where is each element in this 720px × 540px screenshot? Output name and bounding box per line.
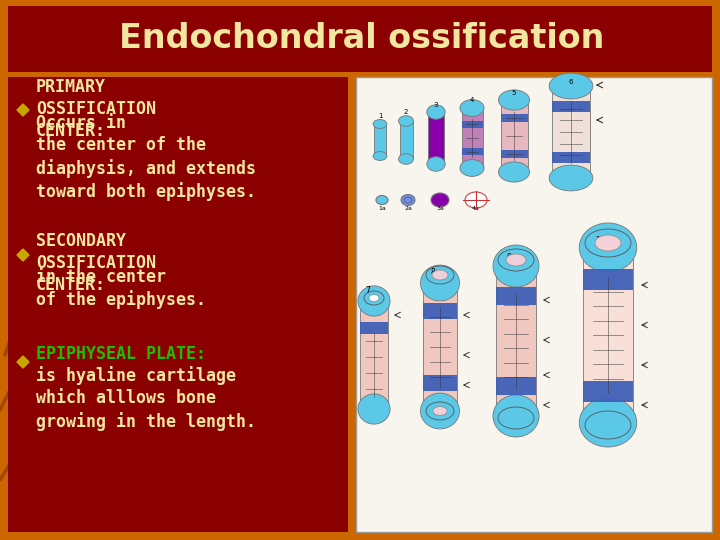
Ellipse shape (493, 395, 539, 437)
Bar (423, 283, 457, 411)
Text: 5: 5 (512, 90, 516, 96)
Bar (462, 147, 482, 155)
Bar (8, 77, 348, 532)
Text: 3a: 3a (436, 206, 444, 211)
Ellipse shape (580, 398, 636, 447)
Bar (583, 381, 633, 402)
Ellipse shape (358, 286, 390, 316)
Ellipse shape (426, 266, 454, 284)
Ellipse shape (399, 116, 413, 126)
Text: 6: 6 (569, 79, 573, 85)
Bar (423, 375, 457, 390)
Ellipse shape (401, 194, 415, 206)
Ellipse shape (364, 291, 384, 305)
Ellipse shape (580, 223, 636, 272)
Bar (374, 124, 386, 156)
Text: 4a: 4a (472, 206, 480, 211)
Text: 1a: 1a (378, 206, 386, 211)
Text: Endochondral ossification: Endochondral ossification (120, 23, 605, 56)
Bar (462, 121, 482, 129)
Ellipse shape (595, 235, 621, 251)
Bar (8, 6, 712, 72)
Ellipse shape (426, 402, 454, 420)
Ellipse shape (420, 265, 459, 301)
Text: 9: 9 (507, 253, 511, 262)
Polygon shape (17, 104, 29, 116)
Text: EPIPHYSEAL PLATE:: EPIPHYSEAL PLATE: (36, 345, 206, 363)
Polygon shape (17, 356, 29, 368)
Bar (552, 86, 590, 178)
Text: 2: 2 (404, 109, 408, 115)
Text: 2a: 2a (404, 206, 412, 211)
Ellipse shape (427, 105, 445, 119)
Text: 10: 10 (595, 236, 605, 245)
Text: is hyaline cartilage
which alllows bone
growing in the length.: is hyaline cartilage which alllows bone … (36, 366, 256, 431)
Ellipse shape (420, 393, 459, 429)
Ellipse shape (404, 197, 412, 203)
Ellipse shape (498, 162, 529, 182)
Ellipse shape (465, 192, 487, 208)
Bar (496, 377, 536, 395)
Text: 7: 7 (366, 286, 370, 295)
Ellipse shape (498, 90, 529, 110)
Bar (496, 287, 536, 305)
Text: 1: 1 (378, 113, 382, 119)
Bar (360, 321, 388, 334)
Bar (500, 100, 528, 172)
Ellipse shape (585, 411, 631, 439)
Ellipse shape (427, 157, 445, 171)
Bar (400, 121, 413, 159)
Text: 3: 3 (433, 102, 438, 108)
Text: SECONDARY
OSSIFICATION
CENTER:: SECONDARY OSSIFICATION CENTER: (36, 232, 156, 294)
Ellipse shape (585, 229, 631, 257)
Bar (552, 152, 590, 163)
Ellipse shape (376, 195, 388, 205)
Ellipse shape (431, 193, 449, 207)
Bar (360, 301, 388, 409)
Ellipse shape (549, 165, 593, 191)
Bar (356, 77, 712, 532)
Ellipse shape (399, 154, 413, 164)
Ellipse shape (432, 270, 448, 280)
Ellipse shape (369, 294, 379, 301)
Ellipse shape (460, 160, 484, 177)
Bar (500, 150, 528, 158)
Bar (583, 247, 633, 422)
Text: Occurs in
the center of the
diaphysis, and extends
toward both epiphyses.: Occurs in the center of the diaphysis, a… (36, 114, 256, 201)
Bar (428, 112, 444, 164)
Bar (462, 108, 482, 168)
Text: 4: 4 (470, 97, 474, 103)
Bar (496, 266, 536, 416)
Bar (583, 268, 633, 289)
Ellipse shape (460, 99, 484, 117)
Polygon shape (17, 249, 29, 261)
Bar (552, 101, 590, 112)
Ellipse shape (506, 254, 526, 266)
Ellipse shape (358, 394, 390, 424)
Ellipse shape (373, 152, 387, 160)
Ellipse shape (549, 73, 593, 99)
Text: in the center
of the epiphyses.: in the center of the epiphyses. (36, 268, 206, 309)
Ellipse shape (498, 407, 534, 429)
Text: PRIMARY
OSSIFICATION
CENTER:: PRIMARY OSSIFICATION CENTER: (36, 78, 156, 140)
Ellipse shape (433, 407, 447, 415)
Bar (500, 114, 528, 123)
Ellipse shape (373, 119, 387, 129)
Bar (423, 303, 457, 319)
Ellipse shape (498, 249, 534, 271)
Ellipse shape (493, 245, 539, 287)
Text: 8: 8 (431, 268, 436, 277)
